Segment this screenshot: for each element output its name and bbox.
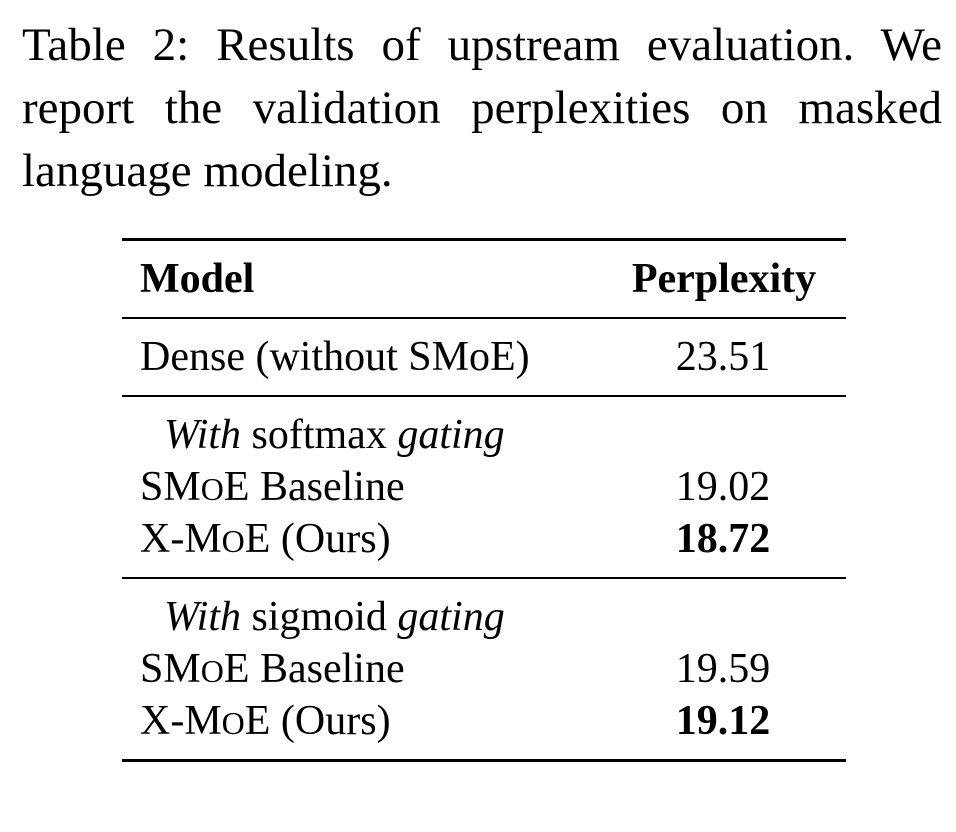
dense-perplexity: 23.51 xyxy=(675,334,771,380)
sigmoid-baseline-model: SMOE Baseline xyxy=(140,645,405,693)
table-row-dense: Dense (without SMoE) 23.51 xyxy=(122,329,846,381)
sigmoid-ours-model: X-MOE (Ours) xyxy=(140,697,391,745)
bottom-rule xyxy=(122,759,846,762)
softmax-baseline-model-a: SM xyxy=(140,464,201,510)
softmax-baseline-model-b: O xyxy=(200,471,224,507)
table-row-sigmoid-baseline: SMOE Baseline 19.59 xyxy=(122,641,846,693)
softmax-baseline-model-c: E Baseline xyxy=(223,464,405,510)
header-perplexity: Perplexity xyxy=(631,256,817,302)
softmax-baseline-model: SMOE Baseline xyxy=(140,463,405,511)
softmax-ours-model: X-MOE (Ours) xyxy=(140,515,391,563)
group-1-rule xyxy=(122,395,846,397)
group-sigmoid-label: With sigmoid gating xyxy=(122,589,846,641)
dense-model-name: Dense (without SMoE) xyxy=(140,334,530,380)
sigmoid-baseline-perplexity: 19.59 xyxy=(675,646,771,692)
results-table: Model Perplexity Dense (without SMoE) 23… xyxy=(122,238,846,762)
softmax-ours-model-c: E (Ours) xyxy=(244,516,391,562)
group-softmax-label-prefix: With xyxy=(164,412,242,458)
top-rule xyxy=(122,238,846,241)
sigmoid-baseline-model-c: E Baseline xyxy=(223,646,405,692)
softmax-ours-model-a: X-M xyxy=(140,516,222,562)
sigmoid-ours-model-b: O xyxy=(221,705,245,741)
group-2-rule xyxy=(122,577,846,579)
sigmoid-ours-perplexity: 19.12 xyxy=(675,698,771,744)
sigmoid-baseline-model-b: O xyxy=(200,653,224,689)
group-sigmoid-label-suffix: gating xyxy=(397,594,505,640)
table-row-sigmoid-ours: X-MOE (Ours) 19.12 xyxy=(122,693,846,745)
softmax-baseline-perplexity: 19.02 xyxy=(675,464,771,510)
table-header-row: Model Perplexity xyxy=(122,241,846,317)
header-rule xyxy=(122,317,846,319)
group-sigmoid-label-prefix: With xyxy=(164,594,242,640)
group-sigmoid-label-middle: sigmoid xyxy=(251,594,387,640)
group-softmax-label-middle: softmax xyxy=(251,412,387,458)
group-softmax-label-text: With softmax gating xyxy=(164,411,505,459)
table-row-softmax-baseline: SMOE Baseline 19.02 xyxy=(122,459,846,511)
group-softmax-label-suffix: gating xyxy=(397,412,505,458)
softmax-ours-perplexity: 18.72 xyxy=(675,516,771,562)
table-caption: Table 2: Results of upstream evaluation.… xyxy=(22,19,942,197)
group-softmax-label: With softmax gating xyxy=(122,407,846,459)
sigmoid-baseline-model-a: SM xyxy=(140,646,201,692)
header-model: Model xyxy=(140,256,255,302)
softmax-ours-model-b: O xyxy=(221,523,245,559)
sigmoid-ours-model-c: E (Ours) xyxy=(244,698,391,744)
sigmoid-ours-model-a: X-M xyxy=(140,698,222,744)
group-sigmoid-label-text: With sigmoid gating xyxy=(164,593,505,641)
table-row-softmax-ours: X-MOE (Ours) 18.72 xyxy=(122,511,846,563)
